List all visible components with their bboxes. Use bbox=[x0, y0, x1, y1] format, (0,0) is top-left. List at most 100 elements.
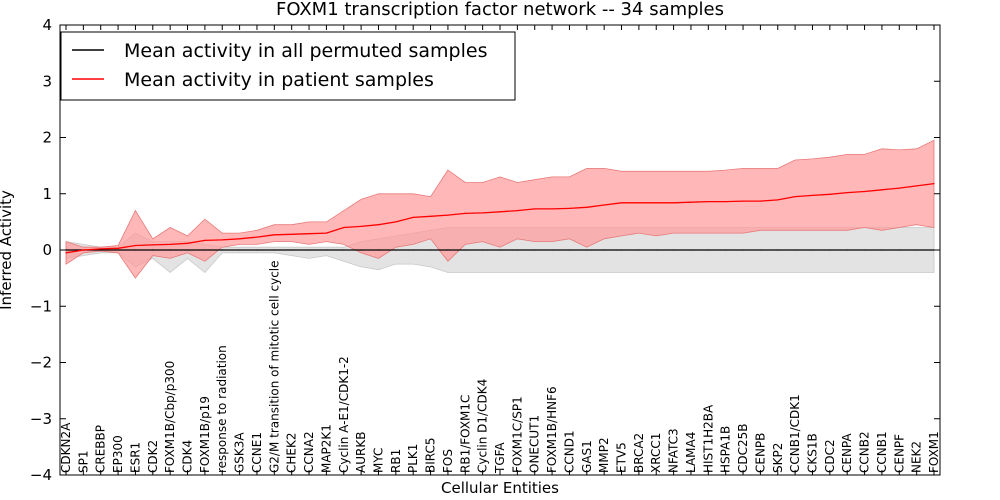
x-tick-label: response to radiation bbox=[215, 345, 229, 473]
x-tick-label: CDK4 bbox=[181, 440, 195, 473]
x-tick-label: FOS bbox=[441, 449, 455, 473]
x-tick-label: CCNB1/CDK1 bbox=[788, 394, 802, 473]
y-axis-title: Inferred Activity bbox=[0, 190, 15, 310]
point-patient-37 bbox=[707, 201, 709, 203]
y-tick-label: −1 bbox=[30, 297, 52, 315]
x-tick-label: CCNE1 bbox=[250, 432, 264, 473]
y-tick-label: 1 bbox=[42, 185, 52, 203]
point-patient-3 bbox=[117, 247, 119, 249]
point-permuted-33 bbox=[638, 249, 640, 251]
x-tick-label: MMP2 bbox=[597, 437, 611, 473]
x-tick-label: RB1/FOXM1C bbox=[458, 395, 472, 473]
point-patient-33 bbox=[638, 202, 640, 204]
point-patient-32 bbox=[620, 202, 623, 204]
x-axis-title: Cellular Entities bbox=[441, 479, 559, 497]
point-permuted-8 bbox=[204, 249, 206, 251]
band-patient bbox=[65, 139, 935, 279]
point-patient-45 bbox=[846, 192, 848, 194]
x-tick-label: CCNB1 bbox=[875, 431, 889, 473]
x-tick-label: CREBBP bbox=[94, 425, 108, 473]
x-tick-label: PLK1 bbox=[406, 444, 420, 473]
point-patient-11 bbox=[256, 236, 258, 238]
point-patient-28 bbox=[551, 208, 553, 210]
point-permuted-24 bbox=[482, 249, 484, 251]
point-permuted-30 bbox=[586, 249, 588, 251]
x-tick-label: NFATC3 bbox=[667, 428, 681, 473]
point-patient-17 bbox=[360, 225, 362, 227]
y-tick-label: −3 bbox=[30, 410, 52, 428]
y-tick-label: −4 bbox=[30, 466, 52, 484]
point-permuted-2 bbox=[100, 249, 102, 251]
point-permuted-47 bbox=[881, 249, 883, 251]
x-tick-label: Cyclin A-E1/CDK1-2 bbox=[337, 356, 351, 473]
point-permuted-3 bbox=[117, 249, 119, 251]
point-permuted-22 bbox=[447, 249, 449, 251]
point-patient-50 bbox=[933, 183, 935, 185]
point-patient-46 bbox=[864, 190, 866, 193]
chart-title: FOXM1 transcription factor network -- 34… bbox=[276, 0, 724, 20]
point-patient-22 bbox=[447, 214, 449, 216]
x-tick-label: MYC bbox=[372, 448, 386, 473]
x-tick-label: CDKN2A bbox=[59, 422, 73, 473]
point-permuted-13 bbox=[291, 249, 293, 251]
y-tick-label: 4 bbox=[42, 16, 52, 34]
x-tick-label: LAMA4 bbox=[684, 432, 698, 473]
x-tick-label: Cyclin D1/CDK4 bbox=[476, 379, 490, 473]
x-tick-label: CDK2 bbox=[146, 440, 160, 473]
point-permuted-48 bbox=[898, 249, 900, 251]
point-patient-36 bbox=[690, 201, 692, 203]
point-patient-1 bbox=[82, 249, 84, 251]
point-permuted-42 bbox=[794, 249, 796, 251]
point-patient-24 bbox=[482, 212, 484, 214]
x-tick-label: CKS1B bbox=[806, 433, 820, 473]
y-tick-label: 0 bbox=[42, 241, 52, 259]
x-tick-label: GSK3A bbox=[233, 432, 247, 473]
point-patient-25 bbox=[499, 211, 501, 213]
point-permuted-14 bbox=[308, 249, 310, 251]
x-tick-label: AURKB bbox=[354, 432, 368, 473]
x-tick-label: ETV5 bbox=[615, 442, 629, 473]
x-tick-label: MAP2K1 bbox=[319, 424, 333, 473]
point-patient-30 bbox=[586, 206, 588, 208]
point-permuted-15 bbox=[325, 249, 327, 251]
legend-label-patient: Mean activity in patient samples bbox=[124, 69, 434, 91]
point-permuted-46 bbox=[864, 249, 866, 251]
x-tick-label: FOXM1B/HNF6 bbox=[545, 386, 559, 473]
point-permuted-20 bbox=[412, 249, 414, 251]
x-tick-label: FOXM1B/p19 bbox=[198, 396, 212, 473]
point-permuted-9 bbox=[221, 249, 223, 251]
point-patient-34 bbox=[655, 202, 657, 204]
x-tick-label: CDC2 bbox=[823, 439, 837, 473]
point-patient-26 bbox=[516, 210, 519, 212]
point-patient-41 bbox=[777, 199, 779, 201]
point-permuted-23 bbox=[464, 249, 466, 251]
point-permuted-10 bbox=[239, 249, 241, 251]
point-permuted-28 bbox=[551, 249, 553, 251]
point-permuted-7 bbox=[186, 249, 189, 251]
x-tick-label: CENPA bbox=[840, 433, 854, 473]
x-tick-label: BRCA2 bbox=[632, 433, 646, 473]
x-tick-label: HIST1H2BA bbox=[701, 404, 715, 473]
x-tick-label: G2/M transition of mitotic cell cycle bbox=[267, 260, 281, 473]
point-patient-49 bbox=[916, 185, 918, 187]
point-patient-18 bbox=[377, 224, 380, 226]
point-permuted-44 bbox=[829, 249, 831, 251]
x-tick-label: GAS1 bbox=[580, 440, 594, 473]
point-patient-19 bbox=[395, 221, 397, 223]
point-patient-12 bbox=[273, 234, 275, 236]
point-permuted-35 bbox=[673, 249, 675, 251]
point-patient-0 bbox=[65, 252, 67, 254]
point-patient-2 bbox=[100, 248, 102, 250]
point-patient-31 bbox=[603, 204, 605, 206]
point-permuted-34 bbox=[655, 249, 657, 251]
y-tick-label: 2 bbox=[42, 129, 52, 147]
x-tick-label: HSPA1B bbox=[719, 426, 733, 473]
point-patient-21 bbox=[430, 215, 432, 217]
point-patient-35 bbox=[673, 202, 675, 204]
point-patient-5 bbox=[152, 244, 154, 246]
x-tick-label: CENPB bbox=[753, 433, 767, 473]
point-patient-27 bbox=[534, 208, 536, 210]
x-tick-label: ONECUT1 bbox=[528, 415, 542, 473]
point-patient-16 bbox=[343, 226, 345, 229]
